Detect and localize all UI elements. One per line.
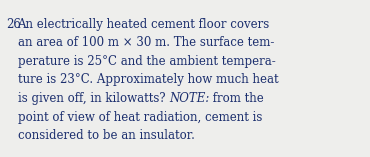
Text: ture is 23°C. Approximately how much heat: ture is 23°C. Approximately how much hea… [17,73,278,87]
Text: an area of 100 m × 30 m. The surface tem-: an area of 100 m × 30 m. The surface tem… [17,36,274,49]
Text: 26: 26 [6,18,21,31]
Text: considered to be an insulator.: considered to be an insulator. [17,129,194,142]
Text: An electrically heated cement floor covers: An electrically heated cement floor cove… [17,18,270,31]
Text: is given off, in kilowatts?: is given off, in kilowatts? [17,92,169,105]
Text: from the: from the [209,92,264,105]
Text: point of view of heat radiation, cement is: point of view of heat radiation, cement … [17,111,262,124]
Text: perature is 25°C and the ambient tempera-: perature is 25°C and the ambient tempera… [17,55,275,68]
Text: NOTE:: NOTE: [169,92,209,105]
